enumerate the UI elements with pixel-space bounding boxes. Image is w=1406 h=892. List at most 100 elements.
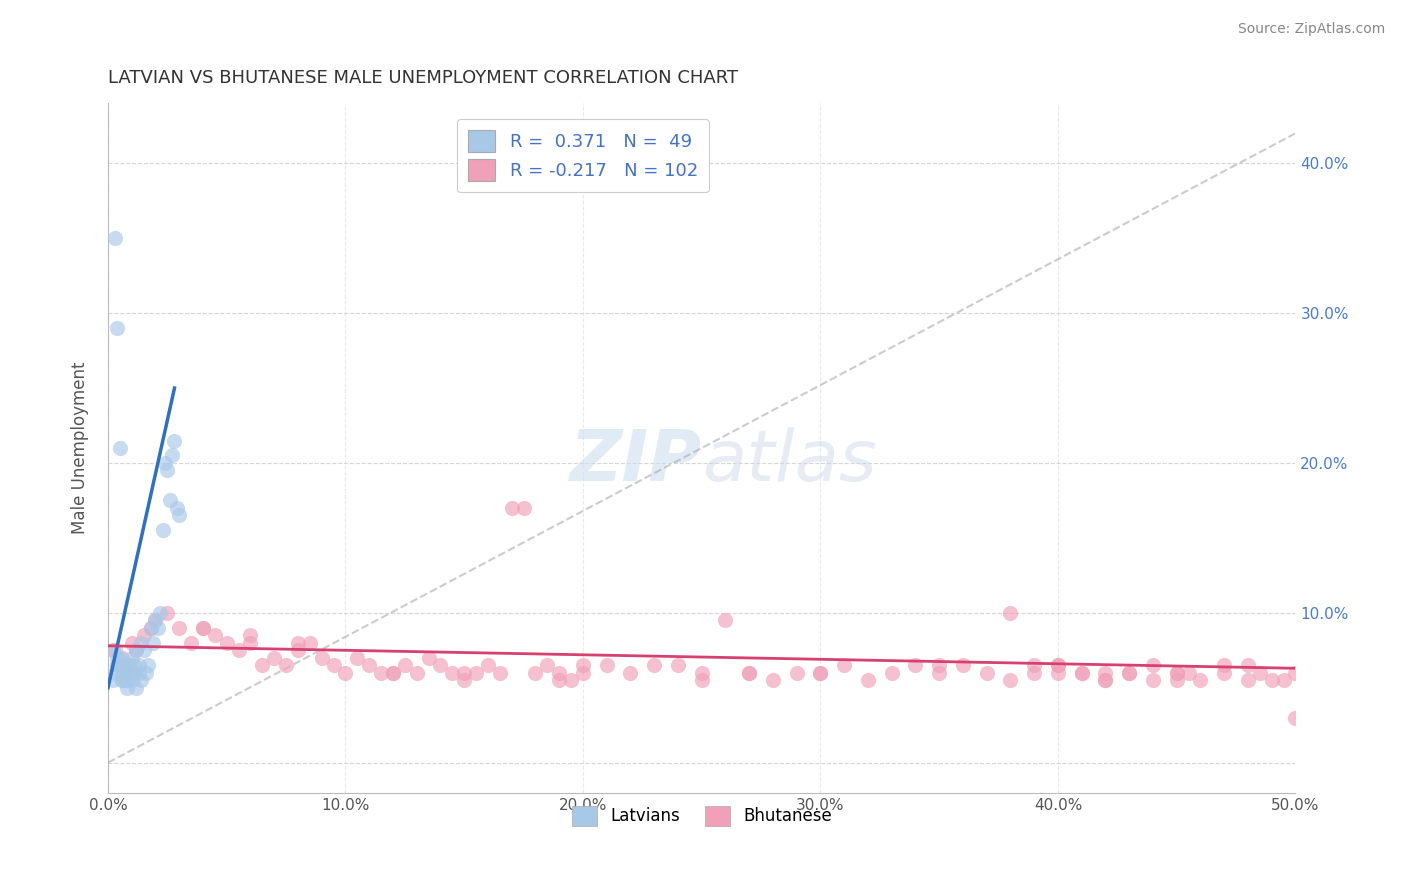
- Point: [111, 665, 134, 680]
- Point: [101, 673, 124, 688]
- Point: [274, 658, 297, 673]
- Point: [104, 665, 127, 680]
- Point: [239, 636, 262, 650]
- Point: [1024, 665, 1046, 680]
- Point: [128, 658, 150, 673]
- Text: atlas: atlas: [702, 427, 876, 496]
- Point: [1070, 665, 1092, 680]
- Point: [1000, 606, 1022, 620]
- Point: [122, 665, 145, 680]
- Point: [101, 643, 124, 657]
- Point: [560, 673, 582, 688]
- Point: [121, 636, 143, 650]
- Point: [263, 650, 285, 665]
- Point: [1166, 665, 1188, 680]
- Point: [1213, 665, 1236, 680]
- Point: [1024, 658, 1046, 673]
- Point: [121, 665, 143, 680]
- Point: [453, 665, 475, 680]
- Point: [405, 665, 427, 680]
- Point: [1189, 673, 1212, 688]
- Point: [1000, 673, 1022, 688]
- Point: [477, 658, 499, 673]
- Point: [856, 673, 879, 688]
- Point: [152, 524, 174, 538]
- Point: [690, 673, 713, 688]
- Point: [714, 613, 737, 627]
- Point: [1070, 665, 1092, 680]
- Legend: Latvians, Bhutanese: Latvians, Bhutanese: [565, 799, 838, 832]
- Point: [1260, 673, 1282, 688]
- Point: [1284, 665, 1306, 680]
- Point: [1284, 711, 1306, 725]
- Point: [191, 621, 214, 635]
- Point: [1142, 658, 1164, 673]
- Point: [501, 500, 523, 515]
- Text: LATVIAN VS BHUTANESE MALE UNEMPLOYMENT CORRELATION CHART: LATVIAN VS BHUTANESE MALE UNEMPLOYMENT C…: [108, 69, 738, 87]
- Point: [572, 665, 595, 680]
- Point: [311, 650, 333, 665]
- Point: [167, 508, 190, 523]
- Text: Source: ZipAtlas.com: Source: ZipAtlas.com: [1237, 22, 1385, 37]
- Point: [145, 613, 167, 627]
- Point: [191, 621, 214, 635]
- Point: [429, 658, 451, 673]
- Point: [125, 643, 148, 657]
- Y-axis label: Male Unemployment: Male Unemployment: [72, 362, 89, 534]
- Point: [121, 650, 143, 665]
- Point: [596, 658, 619, 673]
- Point: [512, 500, 534, 515]
- Point: [1118, 665, 1140, 680]
- Point: [928, 665, 950, 680]
- Point: [156, 463, 179, 477]
- Point: [135, 665, 157, 680]
- Point: [1213, 658, 1236, 673]
- Point: [786, 665, 808, 680]
- Point: [108, 441, 131, 455]
- Point: [453, 673, 475, 688]
- Point: [108, 650, 131, 665]
- Point: [104, 231, 127, 245]
- Point: [335, 665, 357, 680]
- Point: [287, 643, 309, 657]
- Point: [1177, 665, 1199, 680]
- Point: [370, 665, 392, 680]
- Point: [1237, 658, 1260, 673]
- Point: [115, 658, 138, 673]
- Point: [145, 613, 167, 627]
- Point: [160, 449, 183, 463]
- Point: [125, 681, 148, 695]
- Point: [139, 621, 162, 635]
- Point: [167, 621, 190, 635]
- Point: [1046, 658, 1069, 673]
- Point: [1166, 673, 1188, 688]
- Point: [572, 658, 595, 673]
- Point: [146, 621, 169, 635]
- Point: [142, 636, 165, 650]
- Point: [104, 643, 127, 657]
- Point: [108, 658, 131, 673]
- Point: [111, 650, 134, 665]
- Point: [166, 500, 188, 515]
- Point: [121, 673, 143, 688]
- Point: [122, 658, 145, 673]
- Point: [359, 658, 381, 673]
- Point: [107, 650, 129, 665]
- Point: [149, 606, 172, 620]
- Point: [125, 643, 148, 657]
- Point: [489, 665, 512, 680]
- Point: [1046, 658, 1069, 673]
- Text: ZIP: ZIP: [569, 427, 702, 496]
- Point: [114, 665, 136, 680]
- Point: [1237, 673, 1260, 688]
- Point: [643, 658, 665, 673]
- Point: [139, 621, 162, 635]
- Point: [163, 434, 186, 448]
- Point: [548, 665, 571, 680]
- Point: [1166, 665, 1188, 680]
- Point: [738, 665, 761, 680]
- Point: [762, 673, 785, 688]
- Point: [298, 636, 321, 650]
- Point: [666, 658, 689, 673]
- Point: [465, 665, 488, 680]
